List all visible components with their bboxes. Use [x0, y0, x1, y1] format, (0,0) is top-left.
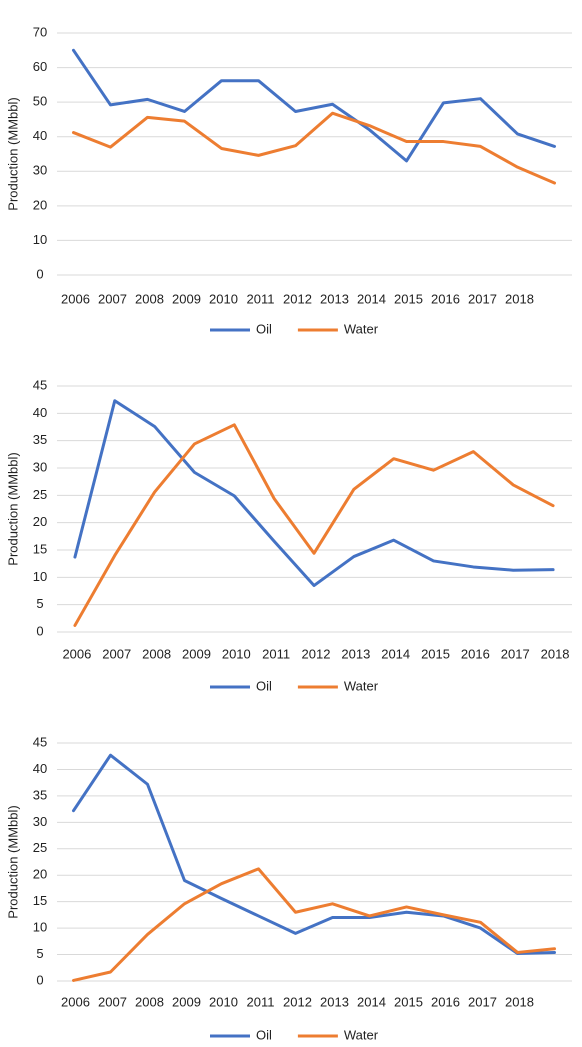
y-tick-label: 10: [33, 569, 47, 584]
y-tick-label: 30: [33, 459, 47, 474]
y-tick-label: 25: [33, 840, 47, 855]
x-tick-label: 2018: [505, 291, 534, 306]
y-tick-label: 20: [33, 867, 47, 882]
x-tick-label: 2017: [468, 994, 497, 1009]
x-tick-label: 2015: [394, 994, 423, 1009]
x-tick-label: 2014: [357, 994, 386, 1009]
y-tick-label: 40: [33, 761, 47, 776]
y-tick-label: 10: [33, 920, 47, 935]
x-tick-label: 2010: [209, 994, 238, 1009]
y-tick-label: 40: [33, 128, 47, 143]
line-series: [72, 111, 556, 185]
x-tick-label: 2006: [61, 291, 90, 306]
y-tick-label: 30: [33, 163, 47, 178]
line-series: [72, 48, 556, 163]
x-tick-label: 2007: [98, 291, 127, 306]
x-tick-label: 2012: [302, 646, 331, 661]
line-series: [73, 423, 555, 627]
x-tick-label: 2011: [247, 994, 275, 1009]
legend-label: Oil: [256, 678, 272, 693]
x-tick-label: 2009: [172, 994, 201, 1009]
line-series: [72, 867, 556, 982]
x-tick-label: 2016: [461, 646, 490, 661]
x-tick-label: 2006: [61, 994, 90, 1009]
x-tick-label: 2008: [135, 291, 164, 306]
y-tick-label: 20: [33, 197, 47, 212]
legend-label: Water: [344, 678, 379, 693]
x-tick-label: 2012: [283, 291, 312, 306]
y-tick-label: 25: [33, 487, 47, 502]
y-tick-label: 35: [33, 432, 47, 447]
x-tick-label: 2013: [320, 994, 349, 1009]
x-tick-label: 2017: [501, 646, 530, 661]
x-tick-label: 2009: [172, 291, 201, 306]
y-tick-label: 15: [33, 541, 47, 556]
y-tick-label: 60: [33, 59, 47, 74]
y-tick-label: 45: [33, 734, 47, 749]
legend-label: Water: [344, 1027, 379, 1042]
y-tick-label: 0: [36, 623, 43, 638]
legend-label: Water: [344, 321, 379, 336]
x-tick-label: 2015: [421, 646, 450, 661]
y-tick-label: 45: [33, 377, 47, 392]
y-tick-label: 50: [33, 94, 47, 109]
legend-label: Oil: [256, 1027, 272, 1042]
y-axis-title: Production (MMbbl): [5, 452, 20, 565]
x-tick-label: 2018: [505, 994, 534, 1009]
legend-label: Oil: [256, 321, 272, 336]
y-tick-label: 70: [33, 24, 47, 39]
x-tick-label: 2017: [468, 291, 497, 306]
x-tick-label: 2009: [182, 646, 211, 661]
x-tick-label: 2011: [247, 291, 275, 306]
y-axis-title: Production (MMbbl): [5, 97, 20, 210]
x-tick-label: 2014: [357, 291, 386, 306]
y-tick-label: 0: [36, 972, 43, 987]
x-tick-label: 2018: [541, 646, 570, 661]
line-series: [73, 399, 555, 588]
x-tick-label: 2016: [431, 291, 460, 306]
y-tick-label: 0: [36, 266, 43, 281]
y-tick-label: 10: [33, 232, 47, 247]
y-tick-label: 30: [33, 814, 47, 829]
x-tick-label: 2015: [394, 291, 423, 306]
x-tick-label: 2011: [262, 646, 290, 661]
y-tick-label: 5: [36, 946, 43, 961]
x-tick-label: 2008: [142, 646, 171, 661]
line-series: [72, 753, 556, 955]
x-tick-label: 2013: [320, 291, 349, 306]
y-tick-label: 15: [33, 893, 47, 908]
x-tick-label: 2014: [381, 646, 410, 661]
x-tick-label: 2010: [222, 646, 251, 661]
x-tick-label: 2013: [341, 646, 370, 661]
y-axis-title: Production (MMbbl): [5, 805, 20, 918]
x-tick-label: 2016: [431, 994, 460, 1009]
y-tick-label: 40: [33, 405, 47, 420]
x-tick-label: 2012: [283, 994, 312, 1009]
y-tick-label: 20: [33, 514, 47, 529]
x-tick-label: 2010: [209, 291, 238, 306]
x-tick-label: 2007: [98, 994, 127, 1009]
y-tick-label: 35: [33, 787, 47, 802]
x-tick-label: 2007: [102, 646, 131, 661]
x-tick-label: 2006: [62, 646, 91, 661]
x-tick-label: 2008: [135, 994, 164, 1009]
y-tick-label: 5: [36, 596, 43, 611]
